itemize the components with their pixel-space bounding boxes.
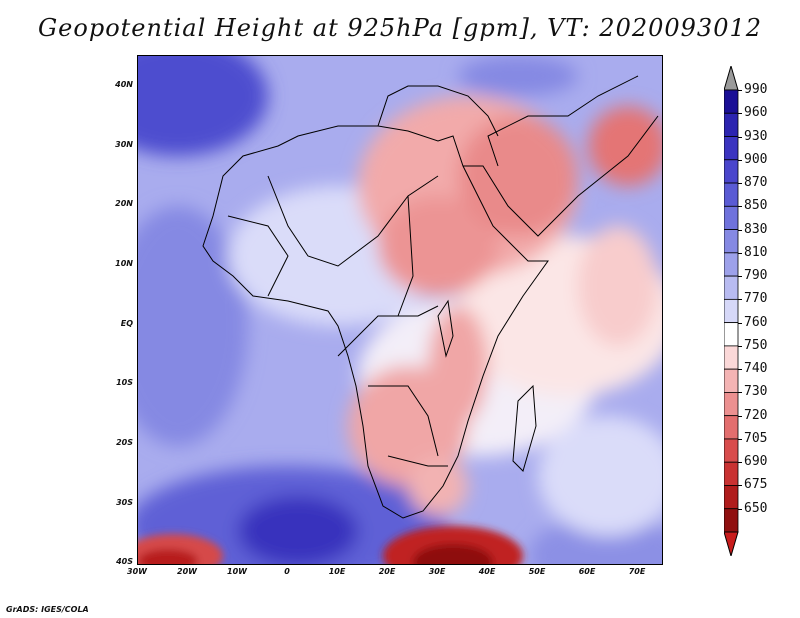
colorbar-swatch: [724, 182, 739, 207]
colorbar-swatch: [724, 229, 739, 254]
lon-label: 30W: [127, 567, 147, 576]
colorbar-swatch: [724, 508, 739, 533]
lon-label: 20W: [177, 567, 197, 576]
colorbar-tick: [738, 276, 742, 278]
lon-label: 50E: [528, 567, 546, 576]
colorbar-tick: [738, 136, 742, 138]
colorbar-label: 750: [744, 337, 768, 353]
colorbar-tick: [738, 415, 742, 417]
colorbar-arrow-top: [724, 66, 739, 91]
colorbar-tick: [738, 392, 742, 394]
colorbar-swatch: [724, 415, 739, 440]
colorbar-arrow-bottom: [724, 531, 739, 556]
lat-label: 20N: [115, 199, 133, 208]
colorbar-swatch: [724, 275, 739, 300]
colorbar: 990 960 930 900 870 850 830 810 790 770 760 750 740 7…: [724, 66, 794, 556]
colorbar-label: 720: [744, 407, 768, 423]
colorbar-label: 810: [744, 244, 768, 260]
colorbar-swatch: [724, 252, 739, 277]
colorbar-label: 900: [744, 151, 768, 167]
lat-label: EQ: [120, 319, 133, 328]
colorbar-label: 770: [744, 291, 768, 307]
colorbar-swatch: [724, 205, 739, 230]
lat-label: 10N: [115, 259, 133, 268]
colorbar-swatch: [724, 112, 739, 137]
map-panel: [137, 55, 663, 565]
colorbar-tick: [738, 252, 742, 254]
colorbar-tick: [738, 229, 742, 231]
colorbar-label: 740: [744, 361, 768, 377]
colorbar-tick: [738, 183, 742, 185]
lon-label: 60E: [578, 567, 596, 576]
colorbar-tick: [738, 508, 742, 510]
lat-label: 30N: [115, 140, 133, 149]
colorbar-tick: [738, 485, 742, 487]
colorbar-label: 760: [744, 314, 768, 330]
lon-label: 40E: [478, 567, 496, 576]
colorbar-tick: [738, 206, 742, 208]
colorbar-tick: [738, 369, 742, 371]
colorbar-label: 930: [744, 128, 768, 144]
colorbar-tick: [738, 113, 742, 115]
colorbar-label: 960: [744, 105, 768, 121]
geopotential-field: [138, 56, 662, 564]
colorbar-label: 990: [744, 82, 768, 97]
lon-label: 10W: [227, 567, 247, 576]
chart-title: Geopotential Height at 925hPa [gpm], VT:…: [38, 14, 762, 42]
colorbar-swatches: [724, 66, 739, 556]
lon-label: 30E: [428, 567, 446, 576]
lon-label: 0: [284, 567, 290, 576]
colorbar-swatch: [724, 392, 739, 417]
coastlines: [202, 75, 659, 519]
colorbar-swatch: [724, 368, 739, 393]
colorbar-tick: [738, 299, 742, 301]
colorbar-label: 690: [744, 454, 768, 470]
colorbar-swatch: [724, 461, 739, 486]
colorbar-swatch: [724, 136, 739, 161]
colorbar-swatch: [724, 89, 739, 114]
colorbar-swatch: [724, 438, 739, 463]
colorbar-label: 830: [744, 221, 768, 237]
colorbar-label: 790: [744, 268, 768, 284]
colorbar-swatch: [724, 159, 739, 184]
lat-label: 20S: [116, 438, 133, 447]
colorbar-swatch: [724, 298, 739, 324]
colorbar-tick: [738, 345, 742, 347]
colorbar-tick: [738, 159, 742, 161]
credit-text: GrADS: IGES/COLA: [6, 605, 89, 614]
colorbar-swatch: [724, 485, 739, 510]
colorbar-tick: [738, 438, 742, 440]
colorbar-tick: [738, 322, 742, 324]
colorbar-label: 675: [744, 477, 768, 493]
colorbar-swatch: [724, 322, 739, 347]
colorbar-swatch: [724, 345, 739, 370]
lat-label: 10S: [116, 378, 133, 387]
colorbar-label: 650: [744, 500, 768, 516]
colorbar-label: 850: [744, 198, 768, 214]
lat-label: 30S: [116, 498, 133, 507]
lon-label: 20E: [378, 567, 396, 576]
colorbar-label: 870: [744, 175, 768, 191]
lat-label: 40S: [116, 557, 133, 566]
lat-label: 40N: [115, 80, 133, 89]
colorbar-label: 705: [744, 430, 768, 446]
colorbar-label: 730: [744, 384, 768, 400]
lon-label: 10E: [328, 567, 346, 576]
colorbar-tick: [738, 462, 742, 464]
colorbar-tick: [738, 90, 742, 91]
lon-label: 70E: [628, 567, 646, 576]
